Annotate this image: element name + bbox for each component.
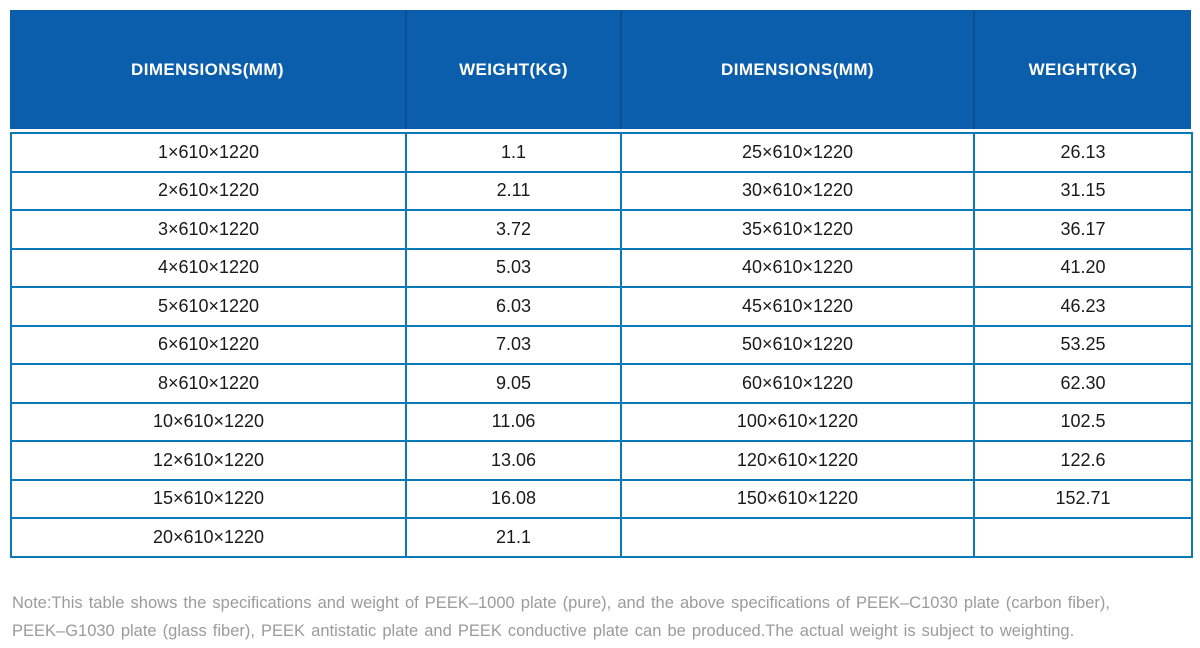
weight-cell: 26.13 — [973, 132, 1193, 173]
weight-cell: 6.03 — [405, 286, 622, 327]
weight-cell: 13.06 — [405, 440, 622, 481]
table-row: 8×610×1220 9.05 60×610×1220 62.30 — [10, 363, 1193, 404]
spec-table-body: 1×610×1220 1.1 25×610×1220 26.13 2×610×1220 2… — [10, 132, 1193, 558]
table-row: 15×610×1220 16.08 150×610×1220 152.71 — [10, 478, 1193, 519]
dimensions-cell: 30×610×1220 — [620, 170, 975, 211]
table-row: 5×610×1220 6.03 45×610×1220 46.23 — [10, 286, 1193, 327]
weight-cell: 53.25 — [973, 324, 1193, 365]
table-row: 6×610×1220 7.03 50×610×1220 53.25 — [10, 324, 1193, 365]
weight-cell: 36.17 — [973, 209, 1193, 250]
dimensions-cell: 15×610×1220 — [10, 478, 407, 519]
weight-cell: 21.1 — [405, 517, 622, 558]
header-body-gap — [10, 129, 1191, 132]
table-header-row: DIMENSIONS(MM) WEIGHT(KG) DIMENSIONS(MM)… — [10, 10, 1191, 129]
table-row: 10×610×1220 11.06 100×610×1220 102.5 — [10, 401, 1193, 442]
table-row: 12×610×1220 13.06 120×610×1220 122.6 — [10, 440, 1193, 481]
dimensions-cell: 6×610×1220 — [10, 324, 407, 365]
dimensions-cell: 40×610×1220 — [620, 247, 975, 288]
dimensions-cell: 100×610×1220 — [620, 401, 975, 442]
weight-cell: 62.30 — [973, 363, 1193, 404]
footnote: Note:This table shows the specifications… — [12, 589, 1187, 645]
weight-cell: 9.05 — [405, 363, 622, 404]
weight-cell: 41.20 — [973, 247, 1193, 288]
table-row: 3×610×1220 3.72 35×610×1220 36.17 — [10, 209, 1193, 250]
weight-cell: 1.1 — [405, 132, 622, 173]
table-row: 1×610×1220 1.1 25×610×1220 26.13 — [10, 132, 1193, 173]
header-cell-weight-right: WEIGHT(KG) — [973, 10, 1191, 129]
dimensions-cell: 8×610×1220 — [10, 363, 407, 404]
dimensions-cell: 2×610×1220 — [10, 170, 407, 211]
dimensions-cell: 25×610×1220 — [620, 132, 975, 173]
dimensions-cell: 3×610×1220 — [10, 209, 407, 250]
weight-cell: 46.23 — [973, 286, 1193, 327]
weight-cell: 11.06 — [405, 401, 622, 442]
dimensions-cell: 45×610×1220 — [620, 286, 975, 327]
dimensions-cell: 12×610×1220 — [10, 440, 407, 481]
dimensions-cell: 4×610×1220 — [10, 247, 407, 288]
dimensions-cell: 120×610×1220 — [620, 440, 975, 481]
dimensions-cell: 60×610×1220 — [620, 363, 975, 404]
weight-cell: 152.71 — [973, 478, 1193, 519]
weight-cell — [973, 517, 1193, 558]
spec-table: DIMENSIONS(MM) WEIGHT(KG) DIMENSIONS(MM)… — [10, 10, 1193, 558]
weight-cell: 3.72 — [405, 209, 622, 250]
table-row: 2×610×1220 2.11 30×610×1220 31.15 — [10, 170, 1193, 211]
dimensions-cell: 10×610×1220 — [10, 401, 407, 442]
header-cell-dimensions-left: DIMENSIONS(MM) — [131, 59, 284, 79]
dimensions-cell: 5×610×1220 — [10, 286, 407, 327]
dimensions-cell: 1×610×1220 — [10, 132, 407, 173]
weight-cell: 31.15 — [973, 170, 1193, 211]
header-cell-dimensions-right: DIMENSIONS(MM) — [620, 10, 973, 129]
dimensions-cell — [620, 517, 975, 558]
table-row: 20×610×1220 21.1 — [10, 517, 1193, 558]
dimensions-cell: 150×610×1220 — [620, 478, 975, 519]
weight-cell: 5.03 — [405, 247, 622, 288]
weight-cell: 16.08 — [405, 478, 622, 519]
weight-cell: 2.11 — [405, 170, 622, 211]
dimensions-cell: 50×610×1220 — [620, 324, 975, 365]
header-cell-weight-left: WEIGHT(KG) — [405, 10, 620, 129]
spec-table-grid: 1×610×1220 1.1 25×610×1220 26.13 2×610×1220 2… — [10, 132, 1193, 558]
weight-cell: 122.6 — [973, 440, 1193, 481]
dimensions-cell: 20×610×1220 — [10, 517, 407, 558]
weight-cell: 102.5 — [973, 401, 1193, 442]
table-row: 4×610×1220 5.03 40×610×1220 41.20 — [10, 247, 1193, 288]
weight-cell: 7.03 — [405, 324, 622, 365]
footnote-line-1: Note:This table shows the specifications… — [12, 594, 1110, 612]
dimensions-cell: 35×610×1220 — [620, 209, 975, 250]
footnote-line-2: PEEK–G1030 plate (glass fiber), PEEK ant… — [12, 622, 1075, 640]
